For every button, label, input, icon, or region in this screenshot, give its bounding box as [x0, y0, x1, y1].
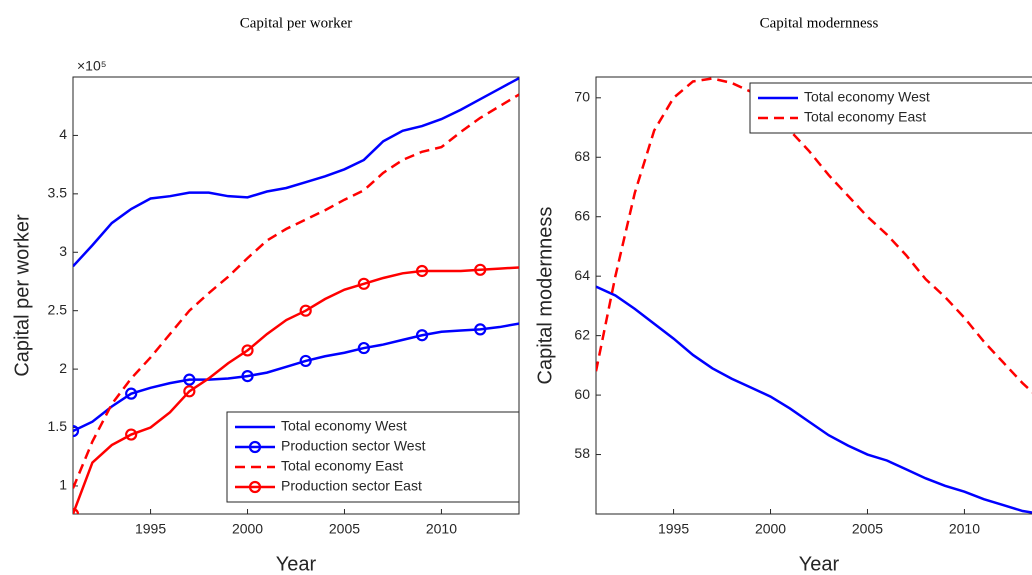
series-marker	[241, 370, 254, 383]
x-tick-label: 2000	[232, 521, 263, 537]
y-tick-label: 58	[574, 445, 590, 461]
series-marker	[183, 373, 196, 386]
legend-marker	[248, 440, 262, 454]
y-tick-label: 64	[574, 267, 590, 283]
y-axis-label: Capital modernness	[534, 207, 556, 385]
y-tick-label: 3	[59, 243, 67, 259]
series-line	[73, 266, 519, 514]
legend-label: Total economy East	[281, 458, 403, 474]
y-axis-label: Capital per worker	[11, 214, 33, 377]
x-axis-label: Year	[799, 553, 840, 575]
y-multiplier: ×10⁵	[77, 58, 107, 74]
series-marker	[474, 263, 487, 276]
series-line	[596, 285, 1032, 514]
legend-label: Total economy East	[804, 109, 926, 125]
y-tick-label: 70	[574, 89, 590, 105]
series-marker	[125, 428, 138, 441]
y-tick-label: 1	[59, 477, 67, 493]
legend-box	[226, 411, 520, 503]
series-marker	[299, 354, 312, 368]
series-line	[73, 93, 519, 489]
series-marker	[415, 329, 429, 342]
x-tick-label: 1995	[658, 521, 689, 537]
x-tick-label: 2010	[949, 521, 980, 537]
legend-label: Production sector East	[281, 478, 422, 494]
y-tick-label: 68	[574, 148, 590, 164]
series-marker	[299, 304, 312, 317]
legend-label: Total economy West	[804, 89, 930, 105]
plot-area	[73, 77, 519, 514]
legend-marker	[248, 480, 262, 494]
x-axis-label: Year	[276, 553, 317, 575]
series-line	[73, 77, 519, 268]
y-tick-label: 66	[574, 207, 590, 223]
y-tick-label: 62	[574, 326, 590, 342]
axes-box	[595, 76, 1032, 515]
series-line	[596, 77, 1032, 394]
y-tick-label: 1.5	[48, 418, 68, 434]
legend-label: Total economy West	[281, 418, 407, 434]
x-tick-label: 2005	[329, 521, 360, 537]
series-line	[73, 322, 519, 433]
plot-area	[596, 77, 1032, 514]
series-marker	[183, 385, 196, 398]
series-marker	[474, 323, 487, 336]
y-tick-label: 2	[59, 360, 67, 376]
series-marker	[357, 277, 370, 290]
x-tick-label: 2000	[755, 521, 786, 537]
y-tick-label: 4	[59, 126, 67, 142]
series-marker	[415, 264, 429, 278]
legend-box	[749, 82, 1032, 134]
y-tick-label: 3.5	[48, 185, 68, 201]
x-tick-label: 2005	[852, 521, 883, 537]
series-marker	[73, 424, 80, 438]
x-tick-label: 2010	[426, 521, 457, 537]
y-tick-label: 2.5	[48, 301, 68, 317]
series-marker	[125, 387, 138, 400]
y-tick-label: 60	[574, 386, 590, 402]
x-tick-label: 1995	[135, 521, 166, 537]
legend-label: Production sector West	[281, 438, 426, 454]
axes-box	[72, 76, 520, 515]
series-marker	[241, 344, 254, 357]
series-marker	[357, 341, 370, 355]
chart-title: Capital modernness	[760, 15, 879, 31]
chart-title: Capital per worker	[240, 15, 352, 31]
